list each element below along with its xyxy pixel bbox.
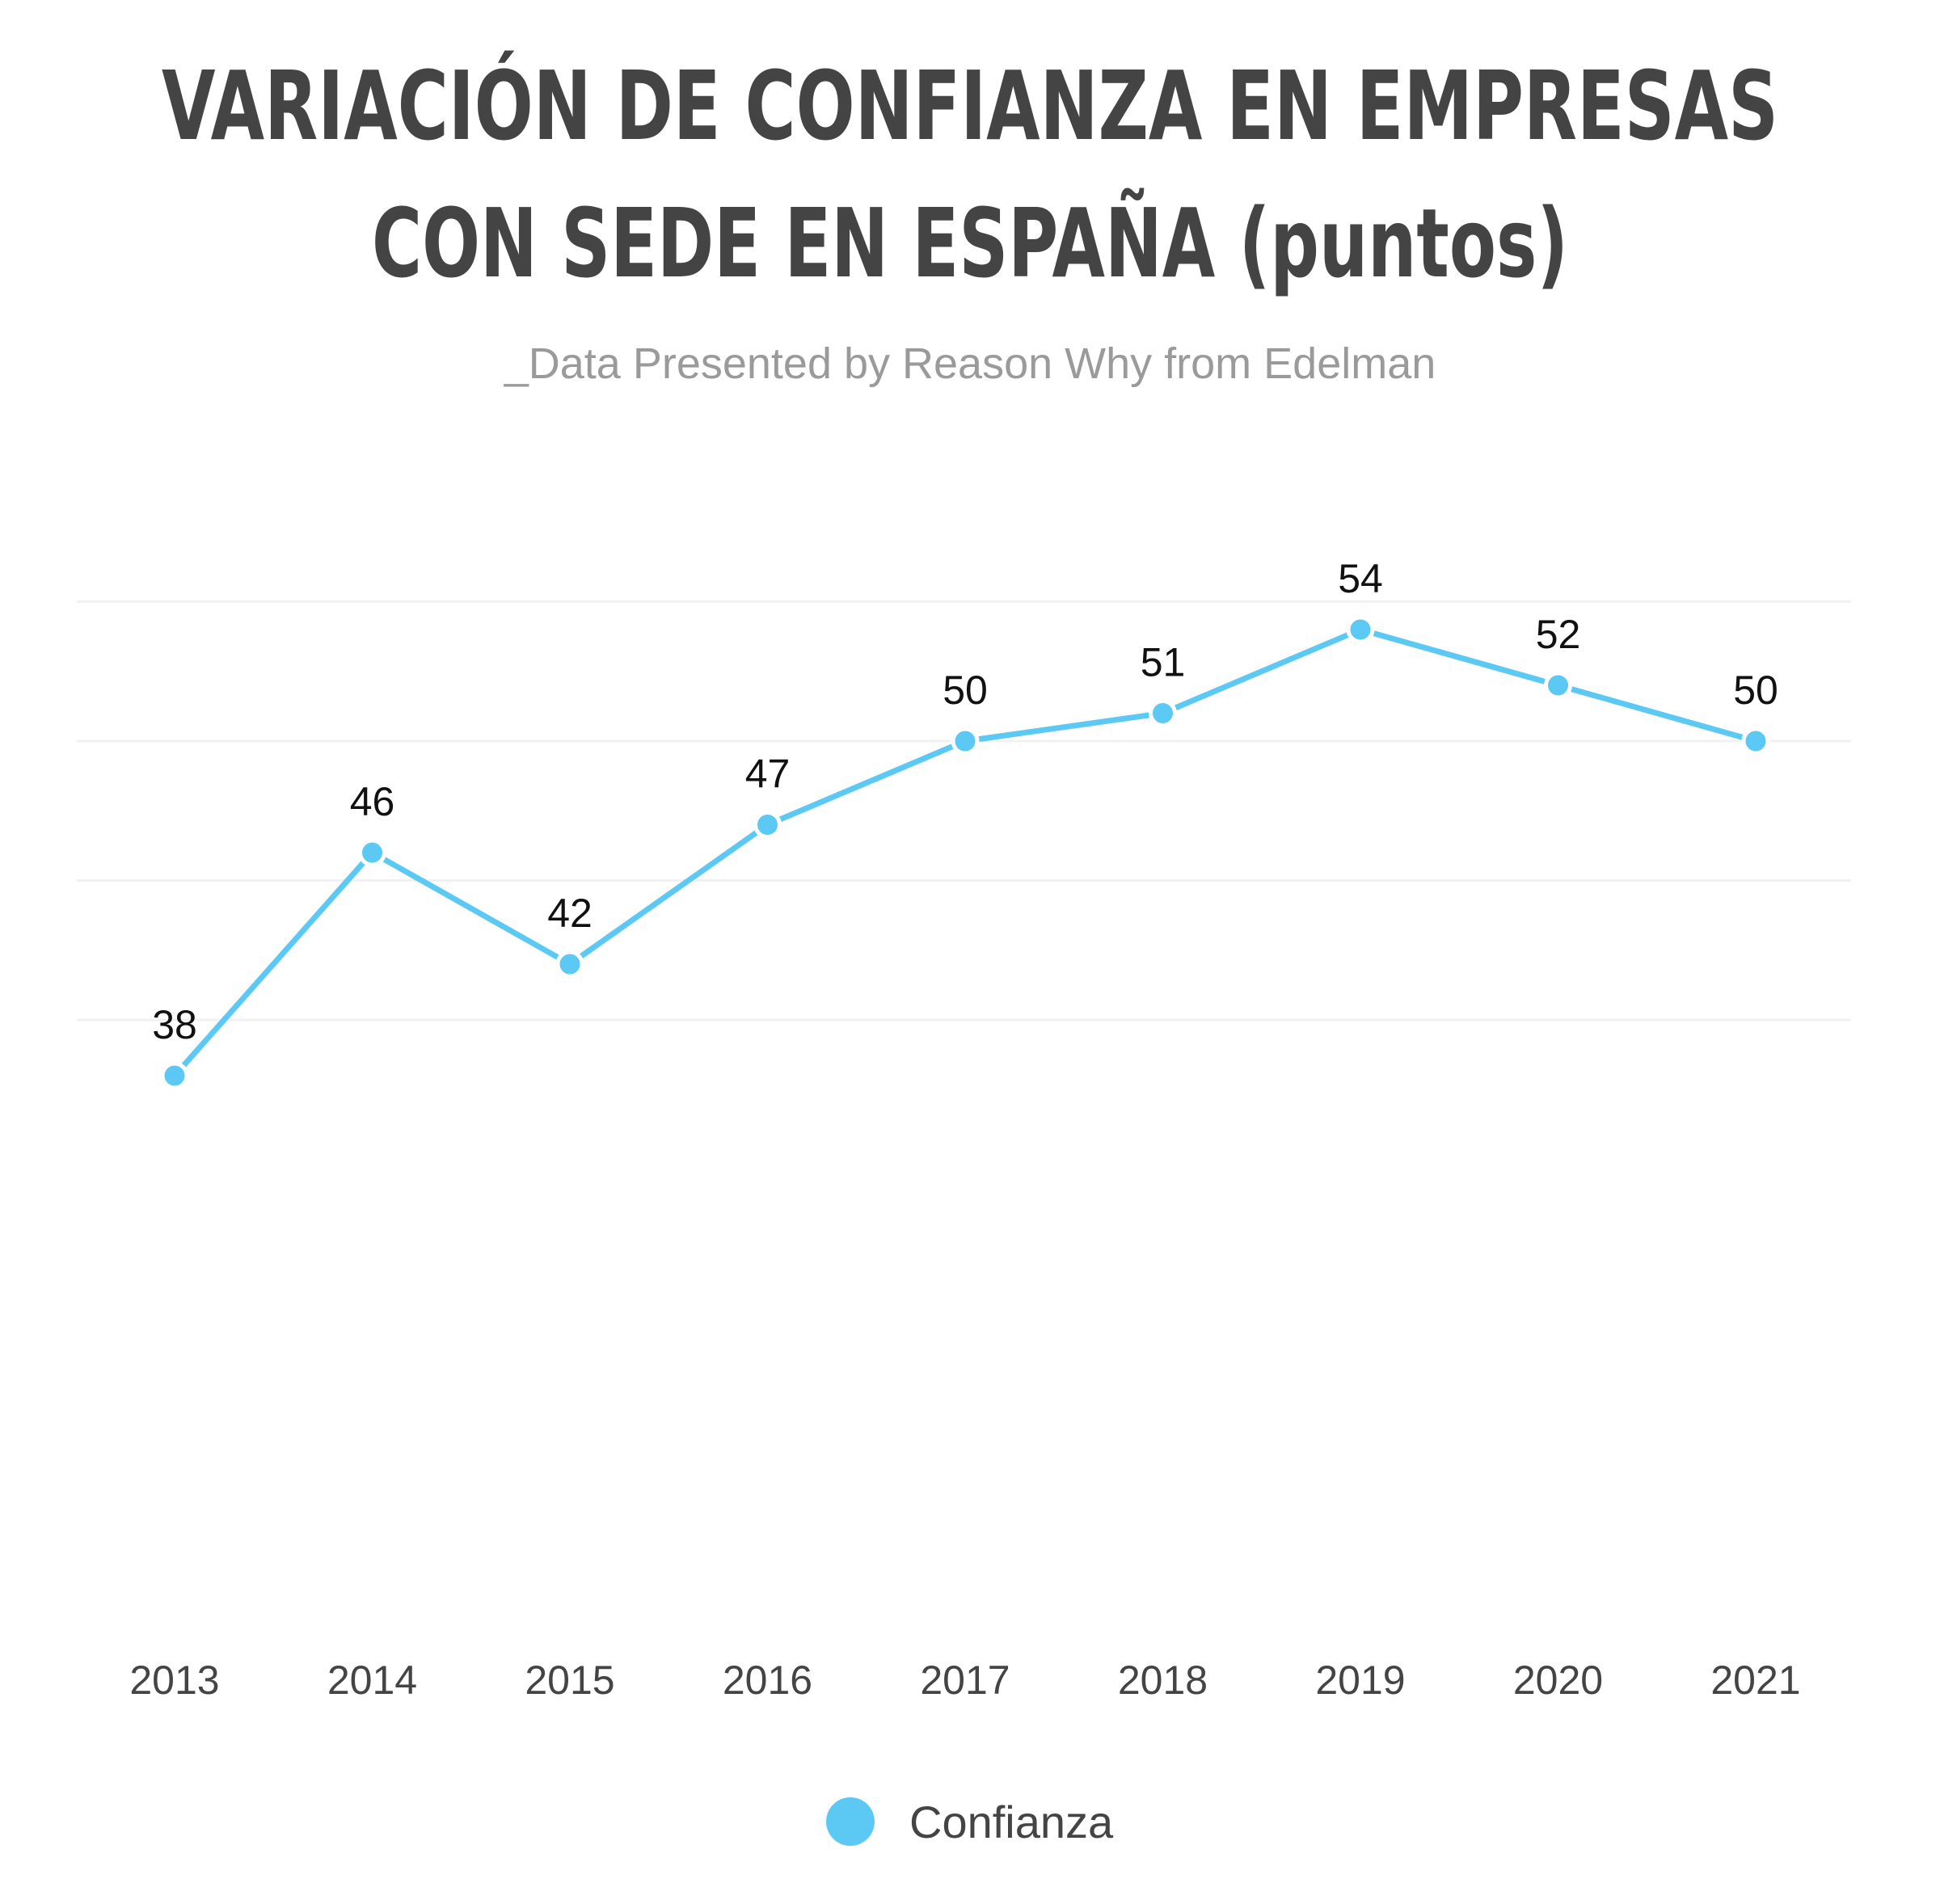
legend: Confianza <box>826 1797 1114 1847</box>
data-label-2016: 47 <box>745 752 791 797</box>
chart-title-line-1: VARIACIÓN DE CONFIANZA EN EMPRESAS <box>162 50 1778 162</box>
data-label-2018: 51 <box>1141 640 1186 685</box>
data-label-2014: 46 <box>350 779 395 824</box>
x-tick-label-2019: 2019 <box>1315 1658 1405 1703</box>
data-label-2017: 50 <box>943 668 988 713</box>
data-point-2019 <box>1346 615 1375 644</box>
data-label-2019: 54 <box>1338 556 1383 601</box>
data-point-2017 <box>951 727 980 756</box>
x-tick-label-2021: 2021 <box>1710 1658 1800 1703</box>
legend-label-confianza: Confianza <box>909 1797 1114 1847</box>
series-confianza: 38 46 42 47 50 51 54 52 50 <box>152 556 1778 1090</box>
chart-subtitle: _Data Presented by Reason Why from Edelm… <box>504 339 1436 388</box>
data-point-2016 <box>753 811 782 839</box>
x-tick-label-2015: 2015 <box>525 1658 614 1703</box>
data-label-2020: 52 <box>1536 612 1581 657</box>
data-point-2020 <box>1544 671 1572 700</box>
data-point-2015 <box>555 950 584 979</box>
x-tick-label-2013: 2013 <box>129 1658 219 1703</box>
data-label-2013: 38 <box>152 1002 197 1047</box>
grid-lines <box>77 600 1851 1022</box>
chart-title-line-2: CON SEDE EN ESPAÑA (puntos) <box>372 187 1568 299</box>
x-tick-label-2014: 2014 <box>327 1658 417 1703</box>
data-point-2021 <box>1741 727 1770 756</box>
x-axis: 2013 2014 2015 2016 2017 2018 2019 2020 2021 <box>129 1658 1800 1703</box>
data-point-2018 <box>1149 699 1177 727</box>
x-tick-label-2018: 2018 <box>1118 1658 1208 1703</box>
x-tick-label-2020: 2020 <box>1513 1658 1603 1703</box>
data-label-2015: 42 <box>547 891 593 936</box>
data-point-2014 <box>358 838 386 867</box>
x-tick-label-2016: 2016 <box>723 1658 812 1703</box>
legend-swatch-confianza <box>826 1797 875 1846</box>
data-point-2013 <box>160 1061 189 1090</box>
data-label-2021: 50 <box>1733 668 1778 713</box>
x-tick-label-2017: 2017 <box>920 1658 1010 1703</box>
